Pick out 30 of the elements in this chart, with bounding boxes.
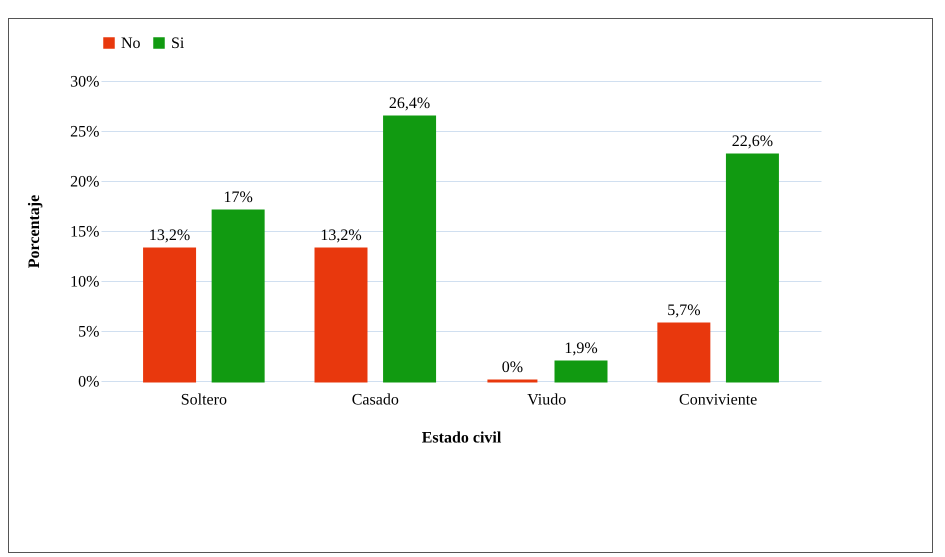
legend-label: Si — [171, 35, 185, 52]
bar — [726, 154, 779, 382]
x-tick-label: Soltero — [180, 392, 227, 408]
bar — [314, 248, 368, 382]
bar — [143, 248, 196, 382]
y-axis-title: Porcentaje — [26, 194, 44, 268]
bar — [383, 116, 436, 382]
bar — [212, 210, 265, 382]
x-axis-title: Estado civil — [422, 430, 502, 446]
data-label: 26,4% — [388, 95, 430, 112]
data-label: 13,2% — [320, 227, 362, 244]
legend-label: No — [121, 35, 141, 52]
y-tick-label: 5% — [78, 324, 100, 340]
x-tick-label: Casado — [352, 392, 399, 408]
bar — [554, 360, 608, 382]
data-label: 0% — [502, 359, 524, 376]
bar — [657, 322, 710, 382]
x-tick-label: Conviviente — [679, 392, 758, 408]
data-label: 17% — [223, 189, 253, 206]
data-label: 1,9% — [564, 340, 598, 357]
data-label: 22,6% — [732, 133, 774, 150]
y-tick-label: 20% — [70, 174, 100, 190]
x-tick-label: Viudo — [527, 392, 566, 408]
y-tick-label: 0% — [78, 374, 100, 390]
y-tick-label: 30% — [70, 74, 100, 90]
y-tick-label: 10% — [70, 274, 100, 290]
y-tick-label: 25% — [70, 124, 100, 140]
data-label: 5,7% — [667, 302, 701, 319]
y-tick-label: 15% — [70, 224, 100, 240]
data-label: 13,2% — [148, 227, 190, 244]
